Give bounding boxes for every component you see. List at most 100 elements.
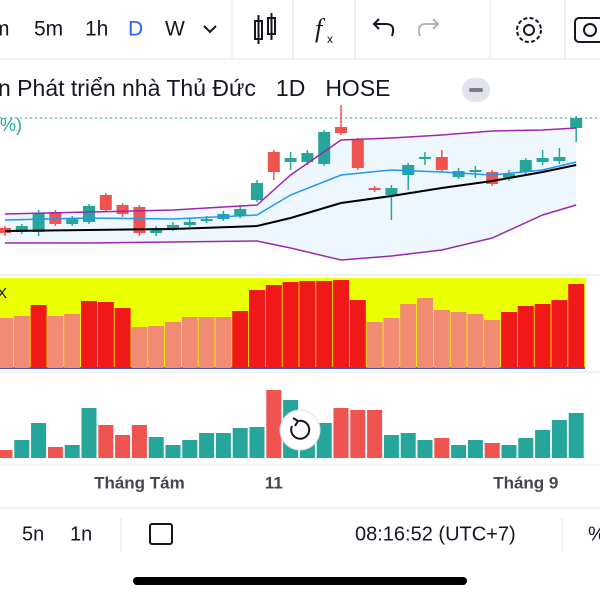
reset-icon — [290, 417, 311, 440]
line-upper — [4, 127, 577, 215]
indicator-bar — [215, 317, 232, 368]
candle-body — [32, 213, 45, 232]
indicator-bar — [97, 302, 114, 368]
volume-bar — [148, 437, 164, 458]
interval-button[interactable]: W — [165, 18, 185, 41]
time-label: Tháng 9 — [493, 473, 558, 492]
legend: n Phát triển nhà Thủ Đức 1D HOSE %) — [0, 75, 490, 135]
indicator-bar — [400, 304, 417, 368]
chart-type-icon[interactable] — [254, 13, 276, 44]
volume-bar — [165, 445, 181, 458]
home-indicator — [133, 577, 467, 585]
indicator-bar — [383, 318, 400, 368]
change-label: %) — [0, 115, 22, 135]
indicators-icon-x: x — [327, 32, 333, 46]
candle-body — [301, 153, 314, 162]
bottom-bar: 5n 1n 08:16:52 (UTC+7) % — [22, 518, 600, 552]
reset-button[interactable] — [279, 409, 321, 451]
candle-body — [419, 157, 431, 159]
candle-body — [503, 174, 515, 178]
band-fill — [5, 128, 577, 260]
volume-bar — [115, 435, 131, 458]
indicator-bar — [433, 310, 450, 368]
indicator-bar — [114, 308, 131, 368]
indicator-bar — [299, 281, 316, 368]
volume-bar — [47, 447, 63, 458]
volume-bar — [249, 427, 265, 458]
indicator-bar — [64, 314, 81, 368]
volume-bar — [467, 440, 483, 458]
indicator-bar — [417, 298, 433, 368]
indicator-bar — [198, 317, 215, 368]
settings[interactable] — [516, 17, 542, 43]
indicator-bar — [165, 322, 181, 368]
collapse-icon — [469, 88, 483, 92]
interval-button[interactable]: 5m — [34, 18, 63, 41]
candle-body — [251, 183, 263, 200]
volume-bar — [31, 423, 47, 458]
clock[interactable]: 08:16:52 (UTC+7) — [355, 523, 516, 545]
goto-date[interactable] — [149, 523, 173, 545]
volume-bar — [199, 433, 215, 458]
symbol-name: n Phát triển nhà Thủ Đức — [0, 75, 256, 101]
candle-body — [335, 127, 347, 133]
volume-bar — [568, 413, 584, 458]
interval-button[interactable]: 1h — [85, 18, 108, 41]
volume-bar — [551, 420, 567, 458]
candle-body — [368, 188, 381, 190]
indicator-label: X — [0, 285, 7, 302]
volume-bar — [232, 428, 248, 458]
indicator-bar — [282, 282, 299, 368]
indicator-bar — [316, 281, 333, 368]
volume-bar — [350, 410, 366, 458]
indicator-bar — [265, 285, 282, 368]
time-label: 11 — [265, 473, 283, 492]
candle-body — [267, 152, 280, 172]
indicator-bar — [148, 326, 165, 368]
candle-body — [49, 212, 62, 224]
line-basis — [4, 161, 577, 221]
indicator-bar — [349, 300, 366, 368]
candle-body — [318, 132, 331, 164]
toolbar: f x — [0, 0, 600, 60]
volume-bar — [535, 430, 551, 458]
volume-bar — [215, 433, 231, 458]
volume-bar — [484, 443, 500, 458]
indicator-bar — [517, 306, 534, 368]
interval: 1D — [276, 75, 305, 101]
line-lower — [5, 204, 577, 261]
volume-bar — [434, 438, 450, 458]
volume-bar — [400, 433, 416, 458]
candle-body — [435, 157, 448, 170]
volume-bar — [0, 450, 13, 458]
redo[interactable] — [417, 18, 440, 37]
volume-bar — [131, 425, 147, 458]
percent-toggle[interactable]: % — [588, 523, 600, 545]
interval-button[interactable]: m — [0, 18, 10, 41]
candle-body — [150, 228, 163, 233]
candle-body — [66, 218, 79, 224]
candle-body — [385, 188, 398, 195]
indicator-bar — [47, 316, 64, 368]
indicators-icon[interactable]: f — [315, 14, 326, 43]
volume-bar — [316, 423, 332, 458]
interval-button[interactable]: D — [128, 18, 143, 41]
undo[interactable] — [372, 18, 395, 37]
candle-body — [570, 118, 583, 128]
chevron[interactable] — [203, 25, 217, 34]
settings-center — [523, 24, 535, 36]
volume-bar — [14, 440, 30, 458]
range-button[interactable]: 1n — [70, 523, 92, 545]
indicator-bar — [568, 284, 585, 368]
indicator-bar — [534, 304, 551, 368]
range-button[interactable]: 5n — [22, 523, 44, 545]
line-ma — [4, 164, 577, 232]
candle-body — [351, 140, 364, 168]
candle-body — [99, 195, 112, 210]
snapshot[interactable] — [574, 17, 600, 43]
indicator-bar — [333, 280, 349, 368]
candle-body — [133, 207, 146, 233]
candle-body — [167, 225, 179, 229]
volume-bar — [182, 440, 198, 458]
